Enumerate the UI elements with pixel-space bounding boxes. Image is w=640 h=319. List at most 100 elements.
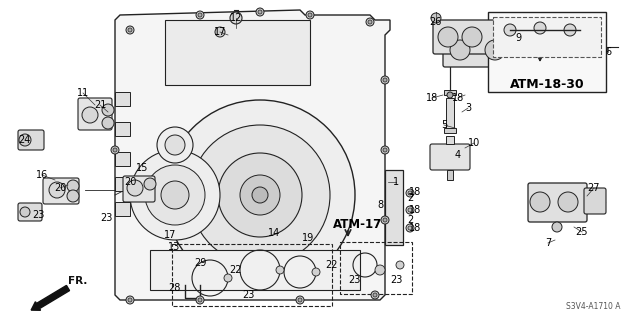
Circle shape bbox=[383, 218, 387, 222]
Bar bbox=[447, 170, 453, 180]
Circle shape bbox=[312, 268, 320, 276]
Bar bbox=[444, 90, 456, 95]
FancyBboxPatch shape bbox=[430, 144, 470, 170]
Text: FR.: FR. bbox=[68, 276, 88, 286]
Bar bbox=[385, 170, 403, 245]
Bar bbox=[446, 136, 454, 144]
Circle shape bbox=[161, 181, 189, 209]
Circle shape bbox=[408, 191, 412, 195]
Circle shape bbox=[276, 266, 284, 274]
Text: ATM-17: ATM-17 bbox=[333, 219, 383, 232]
Text: 2: 2 bbox=[407, 193, 413, 203]
FancyBboxPatch shape bbox=[18, 130, 44, 150]
Circle shape bbox=[534, 22, 546, 34]
Text: 28: 28 bbox=[168, 283, 180, 293]
Circle shape bbox=[450, 40, 470, 60]
Text: 26: 26 bbox=[429, 17, 441, 27]
Bar bbox=[115, 92, 130, 106]
Bar bbox=[150, 250, 360, 290]
FancyBboxPatch shape bbox=[43, 178, 79, 204]
Circle shape bbox=[373, 293, 377, 297]
Text: 21: 21 bbox=[94, 100, 106, 110]
Circle shape bbox=[67, 180, 79, 192]
Circle shape bbox=[396, 261, 404, 269]
Circle shape bbox=[198, 13, 202, 17]
Text: 23: 23 bbox=[348, 275, 360, 285]
Text: 29: 29 bbox=[194, 258, 206, 268]
Bar bbox=[172, 244, 332, 306]
Text: 18: 18 bbox=[409, 187, 421, 197]
Circle shape bbox=[196, 296, 204, 304]
Circle shape bbox=[111, 146, 119, 154]
Bar bbox=[493, 17, 601, 57]
Circle shape bbox=[49, 182, 65, 198]
Text: 17: 17 bbox=[164, 230, 176, 240]
Text: 10: 10 bbox=[468, 138, 480, 148]
Circle shape bbox=[366, 18, 374, 26]
Text: 8: 8 bbox=[377, 200, 383, 210]
Text: 11: 11 bbox=[77, 88, 89, 98]
Text: 18: 18 bbox=[452, 93, 464, 103]
Text: S3V4-A1710 A: S3V4-A1710 A bbox=[566, 302, 620, 311]
Circle shape bbox=[296, 296, 304, 304]
Text: 25: 25 bbox=[576, 227, 588, 237]
Text: 9: 9 bbox=[515, 33, 521, 43]
Text: 24: 24 bbox=[18, 135, 30, 145]
Circle shape bbox=[102, 104, 114, 116]
Circle shape bbox=[252, 187, 268, 203]
FancyBboxPatch shape bbox=[528, 183, 587, 222]
Circle shape bbox=[552, 222, 562, 232]
Circle shape bbox=[371, 291, 379, 299]
Text: 2: 2 bbox=[407, 215, 413, 225]
Circle shape bbox=[408, 208, 412, 212]
Circle shape bbox=[215, 27, 225, 37]
Circle shape bbox=[145, 165, 205, 225]
Bar bbox=[444, 128, 456, 133]
FancyBboxPatch shape bbox=[123, 176, 155, 202]
Circle shape bbox=[438, 27, 458, 47]
Text: 18: 18 bbox=[426, 93, 438, 103]
Circle shape bbox=[558, 192, 578, 212]
Circle shape bbox=[306, 11, 314, 19]
Text: 16: 16 bbox=[36, 170, 48, 180]
FancyBboxPatch shape bbox=[18, 203, 42, 221]
Circle shape bbox=[126, 296, 134, 304]
Circle shape bbox=[408, 226, 412, 230]
FancyBboxPatch shape bbox=[584, 188, 606, 214]
FancyBboxPatch shape bbox=[433, 20, 495, 54]
Circle shape bbox=[375, 265, 385, 275]
Text: 12: 12 bbox=[230, 13, 242, 23]
FancyArrow shape bbox=[31, 286, 70, 310]
Text: 27: 27 bbox=[588, 183, 600, 193]
Circle shape bbox=[240, 175, 280, 215]
Bar bbox=[115, 177, 130, 191]
Circle shape bbox=[144, 178, 156, 190]
Circle shape bbox=[230, 12, 242, 24]
Circle shape bbox=[308, 13, 312, 17]
Polygon shape bbox=[165, 20, 310, 85]
Circle shape bbox=[196, 11, 204, 19]
Circle shape bbox=[218, 153, 302, 237]
Text: 4: 4 bbox=[455, 150, 461, 160]
Bar bbox=[115, 152, 130, 166]
FancyBboxPatch shape bbox=[78, 98, 112, 130]
Bar bbox=[488, 12, 606, 92]
Text: 5: 5 bbox=[441, 120, 447, 130]
Bar bbox=[340, 242, 412, 294]
Text: 23: 23 bbox=[242, 290, 254, 300]
Circle shape bbox=[381, 146, 389, 154]
Circle shape bbox=[198, 298, 202, 302]
Circle shape bbox=[462, 27, 482, 47]
Text: 20: 20 bbox=[124, 177, 136, 187]
Bar bbox=[115, 122, 130, 136]
Circle shape bbox=[165, 135, 185, 155]
Bar bbox=[446, 98, 454, 128]
Text: 14: 14 bbox=[268, 228, 280, 238]
Text: 15: 15 bbox=[136, 163, 148, 173]
Circle shape bbox=[128, 298, 132, 302]
Text: 6: 6 bbox=[605, 47, 611, 57]
Circle shape bbox=[20, 207, 30, 217]
Circle shape bbox=[485, 40, 505, 60]
Bar bbox=[115, 202, 130, 216]
Text: 20: 20 bbox=[54, 183, 66, 193]
